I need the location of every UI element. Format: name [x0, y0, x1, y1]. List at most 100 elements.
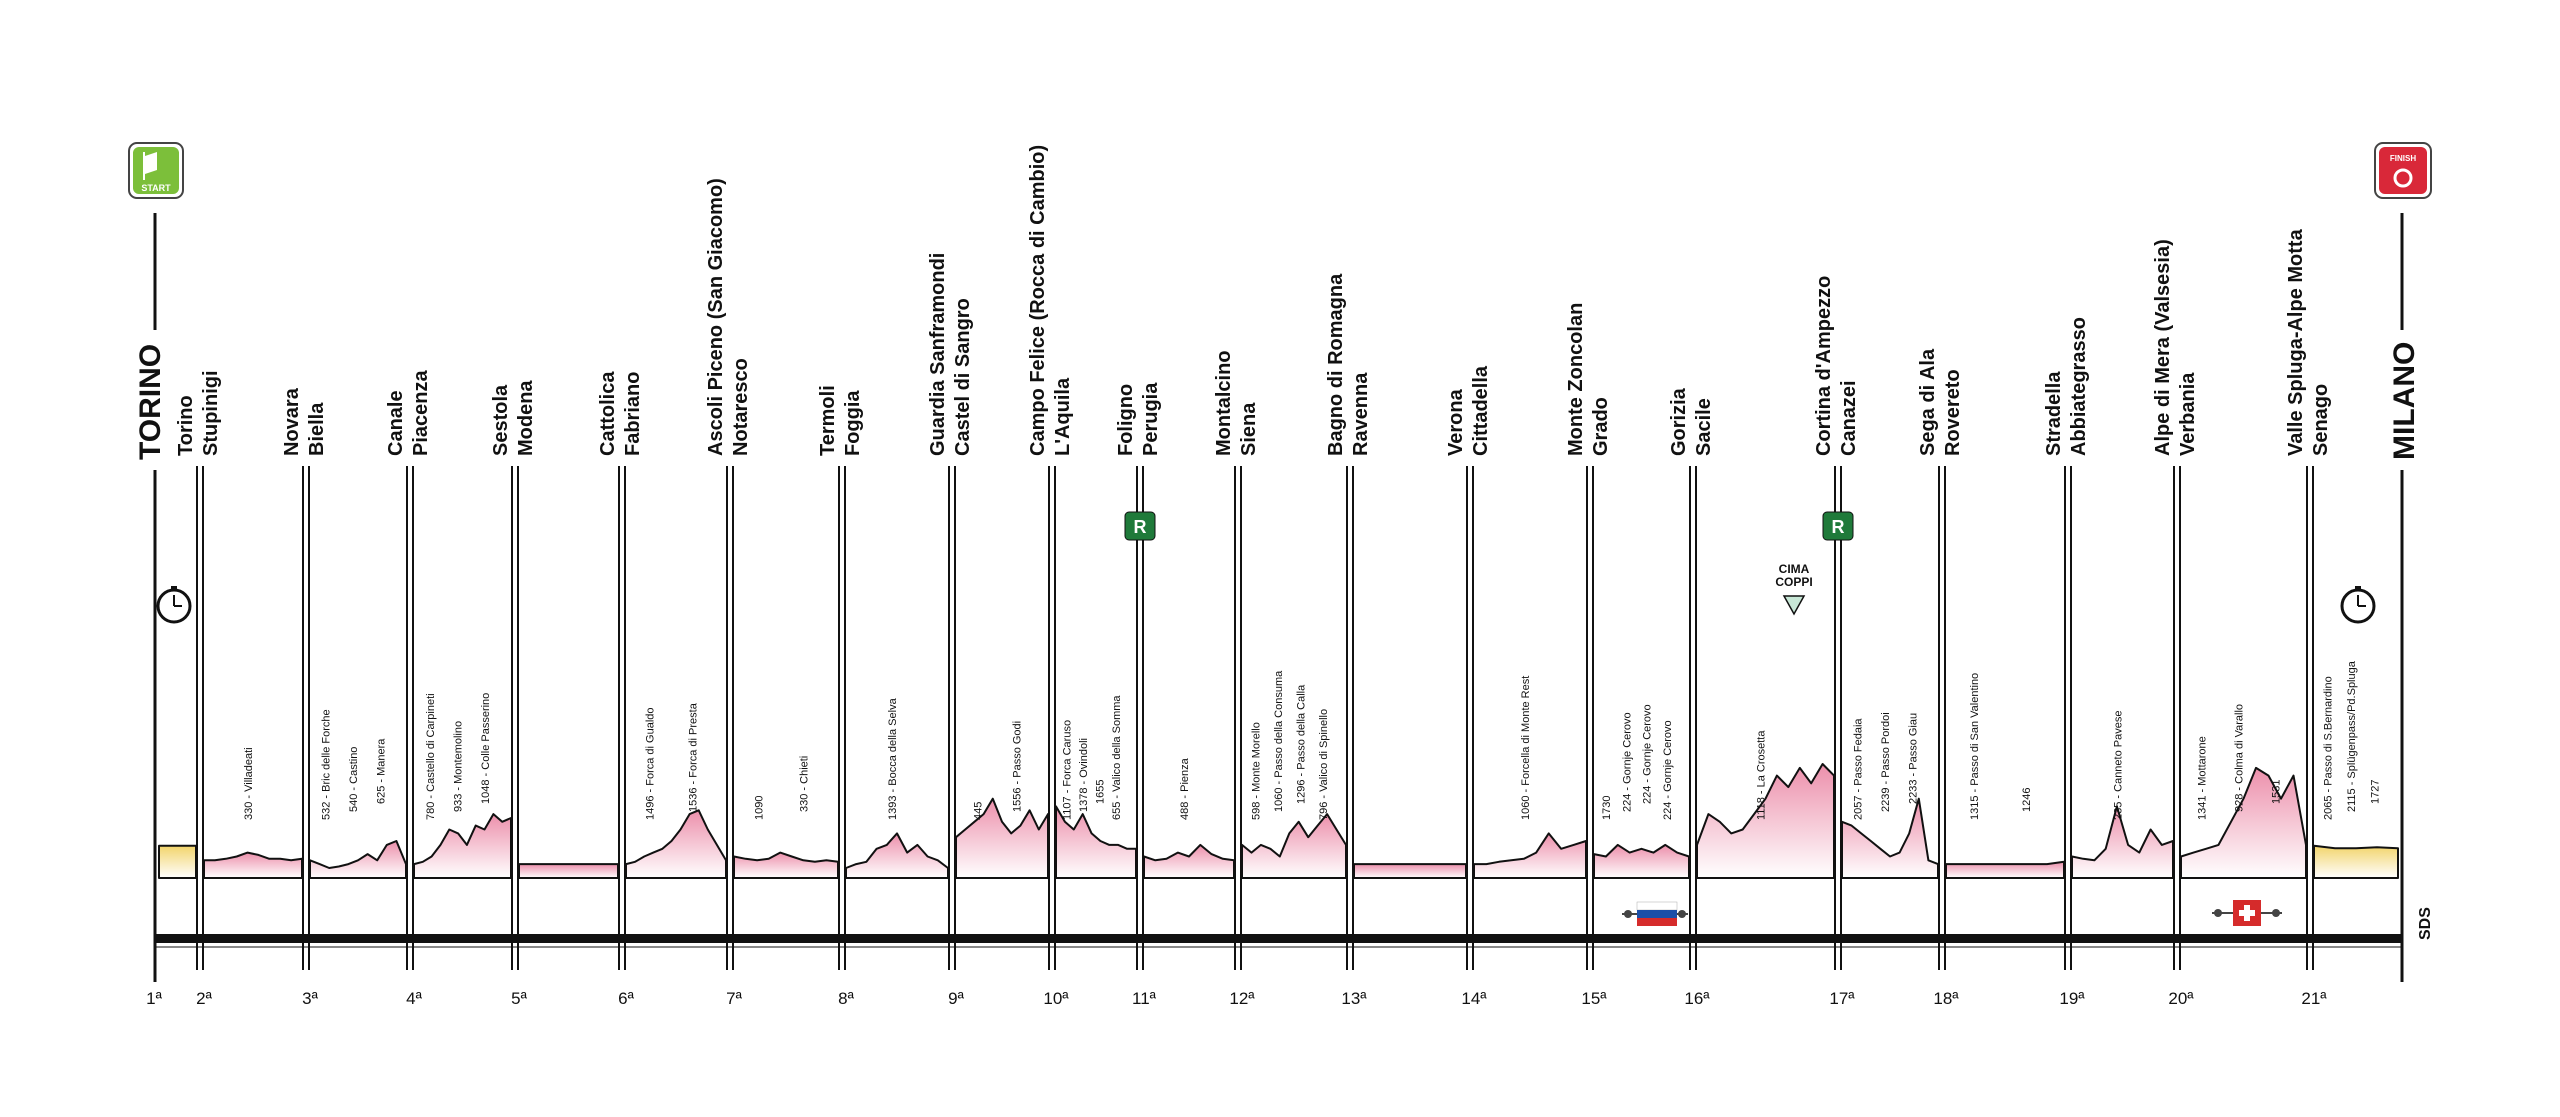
climb-label: 1090 [754, 796, 766, 820]
climb-label: 1048 - Colle Passerino [480, 693, 492, 804]
climb-label: 933 - Montemolino [453, 721, 465, 812]
stage-finish-city: Piacenza [410, 370, 432, 456]
stage-start-city: Torino [175, 395, 197, 456]
stage-finish-city: Canazei [1838, 380, 1860, 456]
stage-profile [1143, 843, 1235, 879]
stage-number: 15ª [1581, 989, 1607, 1008]
stage-number: 10ª [1043, 989, 1069, 1008]
stage-divider [948, 466, 956, 970]
climb-label: 655 - Valico della Somma [1111, 695, 1123, 820]
stage-divider [1689, 466, 1697, 970]
stage-number: 14ª [1461, 989, 1487, 1008]
climb-label: 2233 - Passo Giau [1907, 713, 1919, 804]
stage-divider [511, 466, 519, 970]
start-badge-label: START [141, 183, 171, 193]
timeline-bar [155, 934, 2402, 948]
climb-label: 598 - Monte Morello [1250, 722, 1262, 820]
stage-number: 7ª [726, 989, 742, 1008]
timeline-black-bar [155, 934, 2402, 943]
stage-divider [1938, 466, 1946, 970]
stage-profile [2180, 766, 2307, 879]
stage-profile [413, 813, 512, 879]
stage-labels: Torino Stupinigi Novara Biella Canale Piacenz… [175, 145, 2332, 456]
stage-number: 16ª [1684, 989, 1710, 1008]
stage-finish-city: Ravenna [1350, 372, 1372, 456]
stage-number: 21ª [2301, 989, 2327, 1008]
stage-profile [158, 844, 197, 879]
climb-label: 445 [973, 802, 985, 820]
stage-finish-city: Grado [1590, 397, 1612, 456]
stage-number: 12ª [1229, 989, 1255, 1008]
time-trial-clock-icon [156, 586, 192, 624]
climb-label: 1727 [2369, 780, 2381, 804]
climb-label: 1060 - Passo della Consuma [1273, 670, 1285, 812]
stage-profile [1353, 863, 1467, 879]
stage-profile [733, 851, 839, 879]
time-trial-clock-icon [2340, 586, 2376, 624]
stage-number: 6ª [618, 989, 634, 1008]
stage-divider [1834, 466, 1842, 970]
stage-dividers [153, 213, 2404, 982]
stage-finish-city: Stupinigi [200, 370, 222, 456]
stage-number: 17ª [1829, 989, 1855, 1008]
stage-finish-city: L'Aquila [1052, 377, 1074, 456]
stage-profile [1841, 797, 1939, 879]
stage-start-city: Monte Zoncolan [1565, 303, 1587, 456]
stage-number: 4ª [406, 989, 422, 1008]
triangle-down-icon [1782, 595, 1806, 616]
stage-finish-city: Siena [1238, 402, 1260, 456]
stage-profile [1241, 813, 1347, 879]
stage-number: 20ª [2168, 989, 2194, 1008]
stage-profile [845, 832, 949, 879]
stage-number: 8ª [838, 989, 854, 1008]
stage-divider [2306, 466, 2314, 970]
stage-number: 5ª [511, 989, 527, 1008]
stage-start-city: Verona [1445, 388, 1467, 456]
stage-divider [1234, 466, 1242, 970]
stage-start-city: Campo Felice (Rocca di Cambio) [1027, 145, 1049, 456]
stage-profile [625, 809, 727, 879]
slovenia-flag-icon [1622, 901, 1688, 926]
stage-finish-city: Rovereto [1942, 369, 1964, 456]
climb-label: 2115 - Splügenpass/Pd.Spluga [2346, 660, 2358, 812]
start-badge-icon: START [128, 142, 184, 199]
stage-profile [309, 840, 407, 879]
finish-badge-label: FINISH [2390, 154, 2416, 163]
climb-label: 1496 - Forca di Gualdo [645, 707, 657, 820]
climb-labels: 330 - Villadeati 532 - Bric delle Forche 5… [243, 660, 2381, 820]
climb-label: 1341 - Mottarone [2197, 736, 2209, 820]
climb-label: 1556 - Passo Godi [1012, 721, 1024, 812]
climb-label: 330 - Villadeati [243, 747, 255, 820]
climb-label: 1393 - Bocca della Selva [887, 697, 899, 820]
stage-finish-city: Verbania [2177, 372, 2199, 456]
climb-label: 780 - Castello di Carpineti [425, 693, 437, 820]
stage-start-city: Termoli [817, 385, 839, 456]
stage-finish-city: Notaresco [730, 358, 752, 456]
stage-divider [838, 466, 846, 970]
stage-start-city: Sestola [490, 384, 512, 456]
stage-profile [1945, 860, 2065, 879]
climb-label: 224 - Gornje Cerovo [1662, 720, 1674, 820]
stage-start-city: Cortina d'Ampezzo [1813, 276, 1835, 456]
stage-finish-city: Foggia [842, 390, 864, 456]
stage-number: 3ª [302, 989, 318, 1008]
climb-label: 1531 [2271, 780, 2283, 804]
start-city: TORINO [134, 344, 167, 460]
credit-label: SDS [2417, 907, 2434, 940]
stage-finish-city: Perugia [1140, 382, 1162, 456]
climb-label: 2065 - Passo di S.Bernardino [2323, 676, 2335, 820]
stage-number: 18ª [1933, 989, 1959, 1008]
climb-label: 1536 - Forca di Presta [688, 702, 700, 812]
stage-divider [2173, 466, 2181, 970]
stage-divider [406, 466, 414, 970]
stage-profile [1696, 763, 1835, 879]
climb-label: 1107 - Forca Caruso [1061, 720, 1073, 820]
stage-divider [302, 466, 310, 970]
stage-number: 13ª [1341, 989, 1367, 1008]
stage-divider [726, 466, 734, 970]
climb-label: 1296 - Passo della Calla [1295, 684, 1307, 804]
stage-start-city: Montalcino [1213, 350, 1235, 456]
stage-start-city: Alpe di Mera (Valsesia) [2152, 239, 2174, 456]
